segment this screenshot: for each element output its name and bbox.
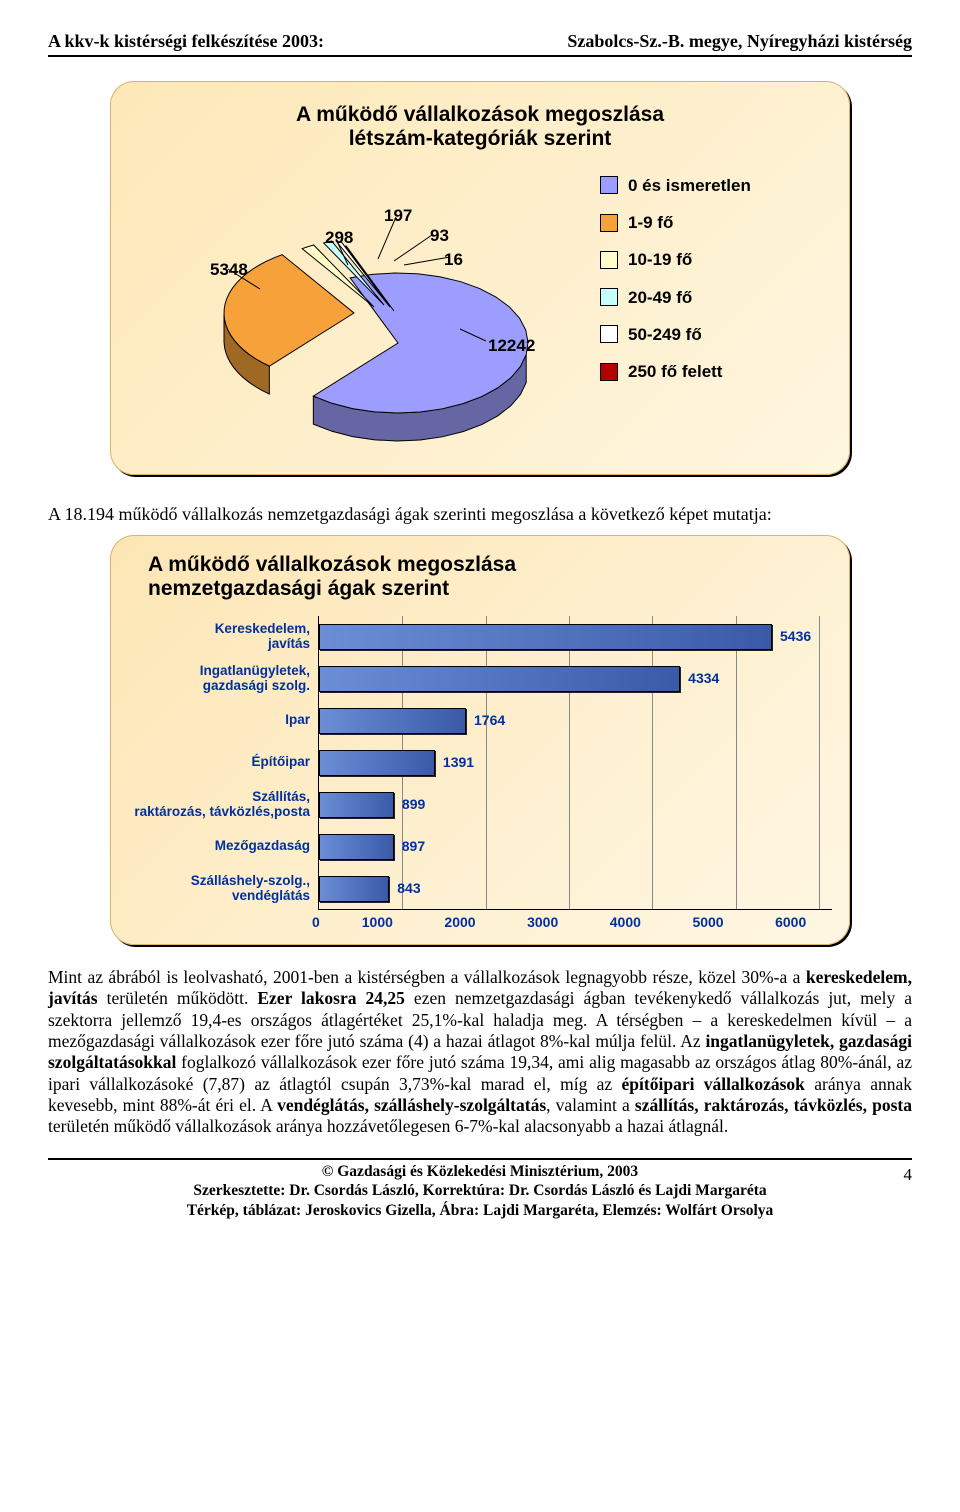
pie-legend-item: 250 fő felett xyxy=(600,361,830,382)
pie-chart-title: A működő vállalkozások megoszlása létszá… xyxy=(130,103,830,151)
legend-swatch-icon xyxy=(600,288,618,306)
bar-ylabel: Szálláshely-szolg.,vendéglátás xyxy=(128,868,310,910)
pie-chart-plot: 12242 5348 298 197 93 16 xyxy=(130,169,600,449)
bar-chart-xticks: 0100020003000400050006000 xyxy=(318,914,832,932)
legend-swatch-icon xyxy=(600,214,618,232)
pie-legend-item: 1-9 fő xyxy=(600,212,830,233)
footer-line1: © Gazdasági és Közlekedési Minisztérium,… xyxy=(322,1163,638,1180)
legend-label: 50-249 fő xyxy=(628,324,702,345)
pie-label-4: 93 xyxy=(430,225,449,246)
bar-xtick: 1000 xyxy=(336,914,419,932)
pie-legend-item: 50-249 fő xyxy=(600,324,830,345)
legend-swatch-icon xyxy=(600,363,618,381)
bar xyxy=(319,792,394,818)
pie-chart-card: A működő vállalkozások megoszlása létszá… xyxy=(110,81,850,475)
pie-legend-item: 20-49 fő xyxy=(600,287,830,308)
legend-label: 0 és ismeretlen xyxy=(628,175,751,196)
bar-value-label: 1391 xyxy=(443,754,474,772)
page-header: A kkv-k kistérségi felkészítése 2003: Sz… xyxy=(48,30,912,57)
pie-chart-legend: 0 és ismeretlen 1-9 fő 10-19 fő 20-49 fő 50-… xyxy=(600,169,830,399)
page-footer: 4 © Gazdasági és Közlekedési Minisztériu… xyxy=(48,1158,912,1220)
legend-label: 20-49 fő xyxy=(628,287,692,308)
bar xyxy=(319,834,394,860)
bar-xtick: 2000 xyxy=(419,914,502,932)
bar-chart-ylabels: Kereskedelem,javításIngatlanügyletek,gaz… xyxy=(128,616,318,910)
bar-ylabel: Ipar xyxy=(128,700,310,742)
bar-value-label: 4334 xyxy=(688,670,719,688)
page-number: 4 xyxy=(904,1164,913,1185)
pie-label-2: 298 xyxy=(325,227,353,248)
main-body-text: Mint az ábrából is leolvasható, 2001-ben… xyxy=(48,967,912,1138)
bar-xtick: 4000 xyxy=(584,914,667,932)
pie-label-0: 12242 xyxy=(488,335,535,356)
bar-xtick: 0 xyxy=(312,914,336,932)
bar-ylabel: Szállítás,raktározás, távközlés,posta xyxy=(128,784,310,826)
bar-xtick: 6000 xyxy=(749,914,832,932)
pie-label-5: 16 xyxy=(444,249,463,270)
bar-ylabel: Ingatlanügyletek,gazdasági szolg. xyxy=(128,658,310,700)
bar-ylabel: Építőipar xyxy=(128,742,310,784)
legend-swatch-icon xyxy=(600,251,618,269)
pie-label-1: 5348 xyxy=(210,259,248,280)
intro-paragraph: A 18.194 működő vállalkozás nemzetgazdas… xyxy=(48,503,912,526)
bar-chart-title: A működő vállalkozások megoszlása nemzet… xyxy=(128,553,832,601)
bar-xtick: 5000 xyxy=(667,914,750,932)
bar xyxy=(319,750,435,776)
bar xyxy=(319,876,389,902)
legend-swatch-icon xyxy=(600,176,618,194)
bar-xtick: 3000 xyxy=(501,914,584,932)
legend-label: 250 fő felett xyxy=(628,361,722,382)
bar-value-label: 5436 xyxy=(780,628,811,646)
bar-value-label: 897 xyxy=(402,838,425,856)
footer-line2: Szerkesztette: Dr. Csordás László, Korre… xyxy=(193,1182,766,1199)
pie-legend-item: 0 és ismeretlen xyxy=(600,175,830,196)
legend-swatch-icon xyxy=(600,325,618,343)
bar xyxy=(319,708,466,734)
bar xyxy=(319,624,772,650)
bar-ylabel: Mezőgazdaság xyxy=(128,826,310,868)
pie-legend-item: 10-19 fő xyxy=(600,249,830,270)
bar-value-label: 843 xyxy=(397,880,420,898)
footer-line3: Térkép, táblázat: Jeroskovics Gizella, Á… xyxy=(187,1202,774,1219)
bar-chart-plot: 5436 4334 1764 1391 899 897 843 xyxy=(318,616,832,910)
header-right: Szabolcs-Sz.-B. megye, Nyíregyházi kisté… xyxy=(567,30,912,53)
pie-label-3: 197 xyxy=(384,205,412,226)
header-left: A kkv-k kistérségi felkészítése 2003: xyxy=(48,30,324,53)
bar-chart-card: A működő vállalkozások megoszlása nemzet… xyxy=(110,535,850,945)
legend-label: 10-19 fő xyxy=(628,249,692,270)
bar-value-label: 1764 xyxy=(474,712,505,730)
bar-ylabel: Kereskedelem,javítás xyxy=(128,616,310,658)
bar-value-label: 899 xyxy=(402,796,425,814)
legend-label: 1-9 fő xyxy=(628,212,673,233)
bar xyxy=(319,666,680,692)
